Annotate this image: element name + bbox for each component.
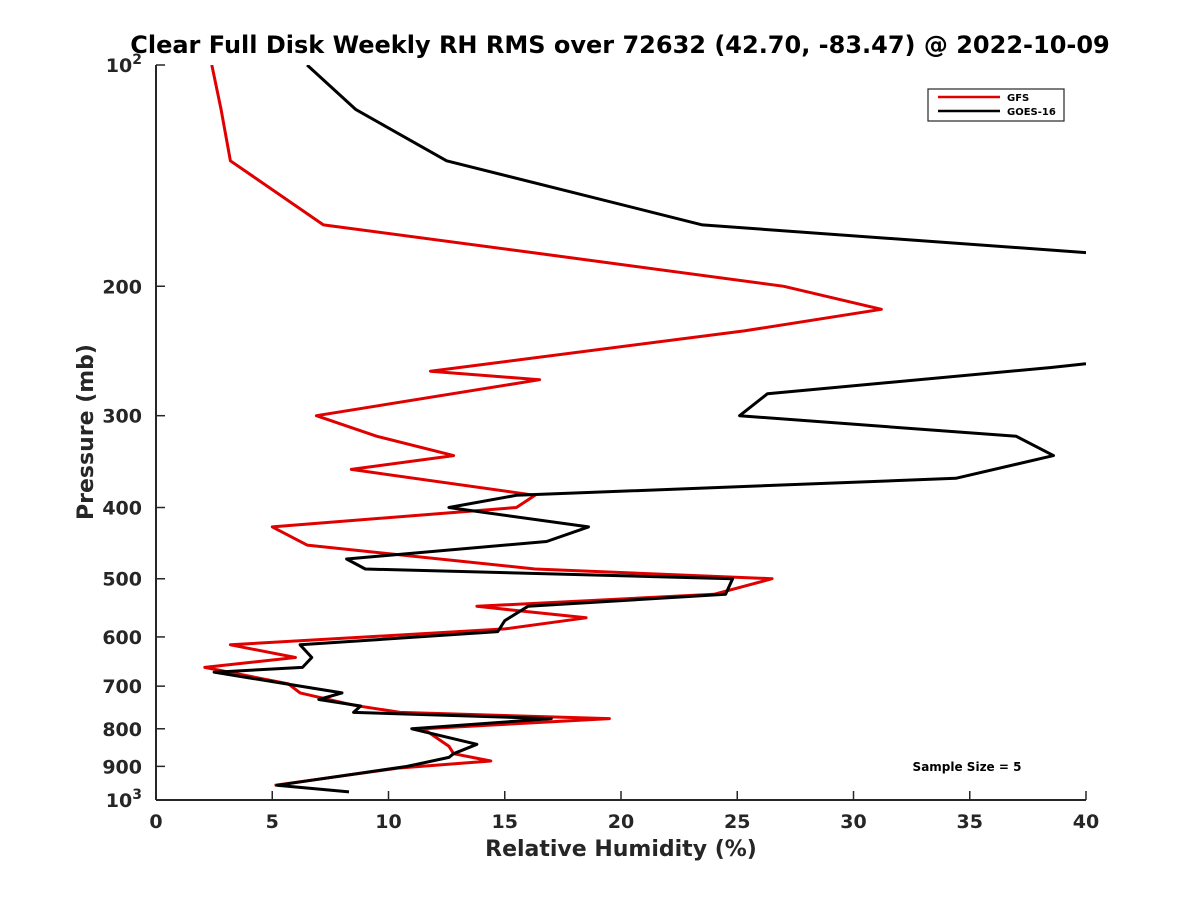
x-tick-label: 35 xyxy=(957,811,983,833)
y-tick-label: 102 xyxy=(106,52,142,77)
y-tick-label: 600 xyxy=(102,627,142,649)
y-tick-label: 800 xyxy=(102,719,142,741)
x-tick-label: 25 xyxy=(724,811,750,833)
y-tick-label: 400 xyxy=(102,498,142,520)
sample-size-annotation: Sample Size = 5 xyxy=(913,760,1022,774)
series-line-goes-16-1 xyxy=(306,65,1086,255)
x-tick-label: 10 xyxy=(375,811,401,833)
y-axis-label: Pressure (mb) xyxy=(74,344,99,520)
y-tick-label: 900 xyxy=(102,756,142,778)
x-tick-label: 20 xyxy=(608,811,634,833)
y-tick-label: 500 xyxy=(102,569,142,591)
y-tick-label: 700 xyxy=(102,676,142,698)
chart-title: Clear Full Disk Weekly RH RMS over 72632… xyxy=(130,31,1110,59)
legend-label-gfs: GFS xyxy=(1007,93,1029,104)
legend-box xyxy=(927,88,1065,122)
x-tick-label: 5 xyxy=(266,811,279,833)
y-tick-label: 200 xyxy=(102,276,142,298)
series-line-gfs xyxy=(203,65,883,787)
x-ticks: 0 5 10 15 20 25 30 35 40 xyxy=(149,791,1099,833)
legend-label-goes-16: GOES-16 xyxy=(1007,107,1056,118)
x-axis-label: Relative Humidity (%) xyxy=(485,837,757,862)
legend: GFS GOES-16 xyxy=(927,88,1065,122)
y-ticks: 102 200 300 400 500 600 700 800 900 103 xyxy=(102,52,165,812)
series-line-goes-16-2 xyxy=(212,362,1086,794)
y-tick-label: 103 xyxy=(106,787,142,812)
series-layer xyxy=(203,65,1086,794)
x-tick-label: 0 xyxy=(149,811,162,833)
x-tick-label: 15 xyxy=(492,811,518,833)
x-tick-label: 40 xyxy=(1073,811,1099,833)
y-tick-label: 300 xyxy=(102,406,142,428)
x-tick-label: 30 xyxy=(840,811,866,833)
